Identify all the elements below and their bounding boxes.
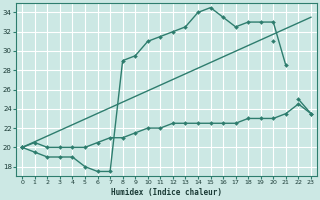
X-axis label: Humidex (Indice chaleur): Humidex (Indice chaleur) <box>111 188 222 197</box>
